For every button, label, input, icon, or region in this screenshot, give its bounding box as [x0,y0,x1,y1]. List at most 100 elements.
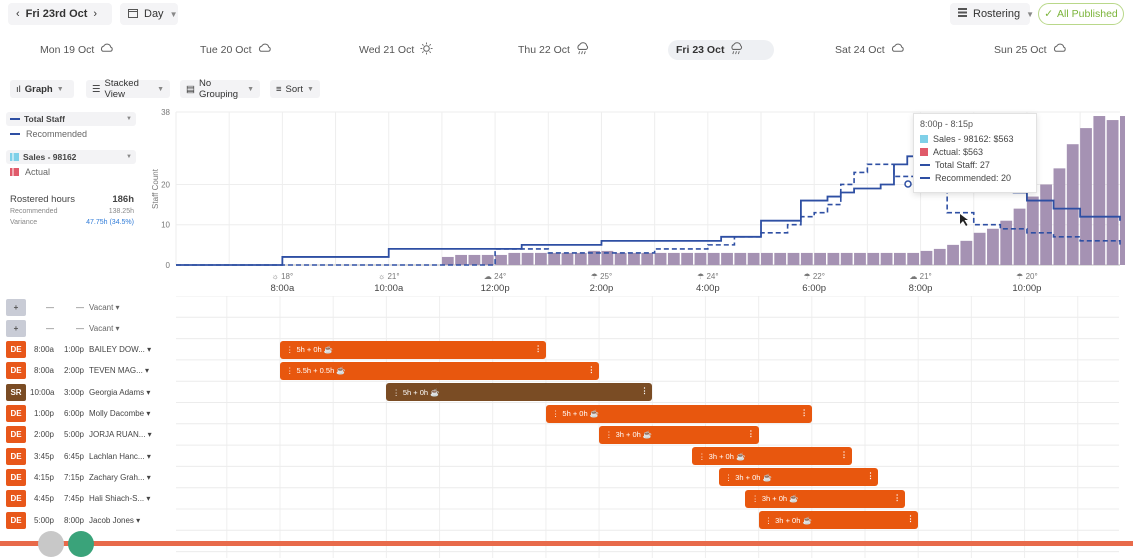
day-tab-mon[interactable]: Mon 19 Oct [32,40,121,60]
staff-row[interactable]: SR 10:00a 3:00p Georgia Adams ▾ [6,382,170,403]
grouping-select[interactable]: ▤ No Grouping ▼ [180,78,260,100]
view-select[interactable]: Day ▼ [120,3,178,25]
day-tab-sun[interactable]: Sun 25 Oct [986,40,1074,60]
sales-metric-select[interactable]: Sales - 98162 ▼ [6,150,136,164]
staff-name-select[interactable]: Georgia Adams ▾ [89,387,151,397]
role-badge[interactable]: SR [6,383,26,401]
staff-row[interactable]: DE 5:00p 8:00p Jacob Jones ▾ [6,510,170,530]
end-time[interactable]: — [76,302,84,312]
staff-metric-select[interactable]: Total Staff ▼ [6,112,136,126]
role-badge[interactable]: DE [6,341,26,359]
staff-name-select[interactable]: Molly Dacombe ▾ [89,409,151,418]
start-time[interactable]: 2:00p [33,430,54,440]
staff-name-select[interactable]: Vacant ▾ [89,302,120,312]
stacked-view-select[interactable]: ☰ Stacked View ▼ [86,78,170,100]
chevron-left-icon[interactable]: ‹ [16,8,20,20]
shift-bar[interactable]: ⋮ 3h + 0h ☕ ⋮ [745,489,905,508]
staff-name-select[interactable]: Vacant ▾ [89,323,120,333]
end-time[interactable]: 7:45p [63,494,84,504]
add-icon[interactable]: + [6,319,26,337]
resize-handle-icon[interactable]: ⋮ [893,492,901,502]
shift-bar[interactable]: ⋮ 5h + 0h ☕ ⋮ [386,383,653,402]
staff-row[interactable]: DE 2:00p 5:00p JORJA RUAN... ▾ [6,424,170,445]
resize-handle-icon[interactable]: ⋮ [534,343,542,353]
day-tab-thu[interactable]: Thu 22 Oct [510,40,597,60]
resize-handle-icon[interactable]: ⋮ [640,386,649,396]
drag-handle-icon[interactable]: ⋮ [751,494,759,504]
staff-row[interactable]: DE 4:15p 7:15p Zachary Grah... ▾ [6,467,170,488]
staff-name-select[interactable]: JORJA RUAN... ▾ [89,430,152,440]
drag-handle-icon[interactable]: ⋮ [764,515,773,525]
resize-handle-icon[interactable]: ⋮ [800,407,808,417]
sort-select[interactable]: ≡ Sort ▼ [270,80,320,98]
start-time[interactable]: 8:00a [33,345,54,355]
resize-handle-icon[interactable]: ⋮ [840,450,848,460]
drag-handle-icon[interactable]: ⋮ [551,409,560,418]
role-badge[interactable]: DE [6,447,26,465]
drag-handle-icon[interactable]: ⋮ [605,430,613,440]
end-time[interactable]: 7:15p [63,472,84,482]
start-time[interactable]: 8:00a [33,366,54,376]
role-badge[interactable]: DE [6,405,26,422]
end-time[interactable]: 3:00p [63,387,84,397]
start-time[interactable]: — [46,323,54,333]
role-badge[interactable]: DE [6,362,26,380]
end-time[interactable]: — [76,323,84,333]
drag-handle-icon[interactable]: ⋮ [286,366,294,376]
staff-name-select[interactable]: Jacob Jones ▾ [89,515,141,525]
shift-bar[interactable]: ⋮ 5.5h + 0.5h ☕ ⋮ [280,361,600,380]
add-icon[interactable]: + [6,298,26,316]
staff-name-select[interactable]: Zachary Grah... ▾ [89,472,151,482]
drag-handle-icon[interactable]: ⋮ [286,345,294,355]
staff-name-select[interactable]: Lachlan Hanc... ▾ [89,451,151,461]
start-time[interactable]: 4:45p [33,494,54,504]
start-time[interactable]: 4:15p [33,472,54,482]
date-picker[interactable]: ‹ Fri 23rd Oct › [8,3,112,25]
start-time[interactable]: 1:00p [33,409,54,418]
all-published-button[interactable]: ✓ All Published [1038,3,1124,25]
shift-bar[interactable]: ⋮ 3h + 0h ☕ ⋮ [718,468,879,487]
drag-handle-icon[interactable]: ⋮ [724,472,733,482]
end-time[interactable]: 2:00p [63,366,84,376]
start-time[interactable]: — [46,302,54,312]
vacant-shift-row[interactable]: + — — Vacant ▾ [6,318,170,339]
drag-handle-icon[interactable]: ⋮ [698,451,706,461]
role-badge[interactable]: DE [6,468,26,486]
staff-name-select[interactable]: BAILEY DOW... ▾ [89,345,152,355]
day-tab-tue[interactable]: Tue 20 Oct [192,40,279,60]
role-badge[interactable]: DE [6,490,26,508]
start-time[interactable]: 3:45p [33,451,54,461]
staff-row[interactable]: DE 1:00p 6:00p Molly Dacombe ▾ [6,403,170,424]
day-tab-fri[interactable]: Fri 23 Oct [668,40,774,60]
resize-handle-icon[interactable]: ⋮ [906,514,915,523]
end-time[interactable]: 8:00p [63,515,84,525]
end-time[interactable]: 6:00p [63,409,84,418]
drag-handle-icon[interactable]: ⋮ [392,387,400,397]
shift-bar[interactable]: ⋮ 3h + 0h ☕ ⋮ [599,425,759,444]
day-tab-sat[interactable]: Sat 24 Oct [827,40,912,60]
pause-button[interactable] [38,531,64,557]
resize-handle-icon[interactable]: ⋮ [747,428,755,438]
end-time[interactable]: 5:00p [63,430,84,440]
end-time[interactable]: 6:45p [63,451,84,461]
chevron-right-icon[interactable]: › [93,8,98,20]
staff-row[interactable]: DE 8:00a 2:00p TEVEN MAG... ▾ [6,360,170,381]
staff-row[interactable]: DE 8:00a 1:00p BAILEY DOW... ▾ [6,339,170,360]
rostering-select[interactable]: Rostering ▼ [950,3,1034,25]
staff-name-select[interactable]: Hali Shiach-S... ▾ [89,494,151,504]
resize-handle-icon[interactable]: ⋮ [587,364,596,374]
shift-bar[interactable]: ⋮ 3h + 0h ☕ ⋮ [692,447,852,466]
day-tab-wed[interactable]: Wed 21 Oct [351,40,441,60]
shift-bar[interactable]: ⋮ 3h + 0h ☕ ⋮ [758,511,919,529]
end-time[interactable]: 1:00p [63,345,84,355]
role-badge[interactable]: DE [6,426,26,444]
shift-bar[interactable]: ⋮ 5h + 0h ☕ ⋮ [545,404,812,423]
start-time[interactable]: 10:00a [30,387,55,397]
role-badge[interactable]: DE [6,511,26,529]
vacant-shift-row[interactable]: + — — Vacant ▾ [6,297,170,317]
shift-bar[interactable]: ⋮ 5h + 0h ☕ ⋮ [280,340,546,359]
graph-toggle[interactable]: ıl Graph ▼ [10,80,74,98]
play-button[interactable] [68,531,94,557]
staff-row[interactable]: DE 4:45p 7:45p Hali Shiach-S... ▾ [6,488,170,509]
resize-handle-icon[interactable]: ⋮ [866,471,875,481]
